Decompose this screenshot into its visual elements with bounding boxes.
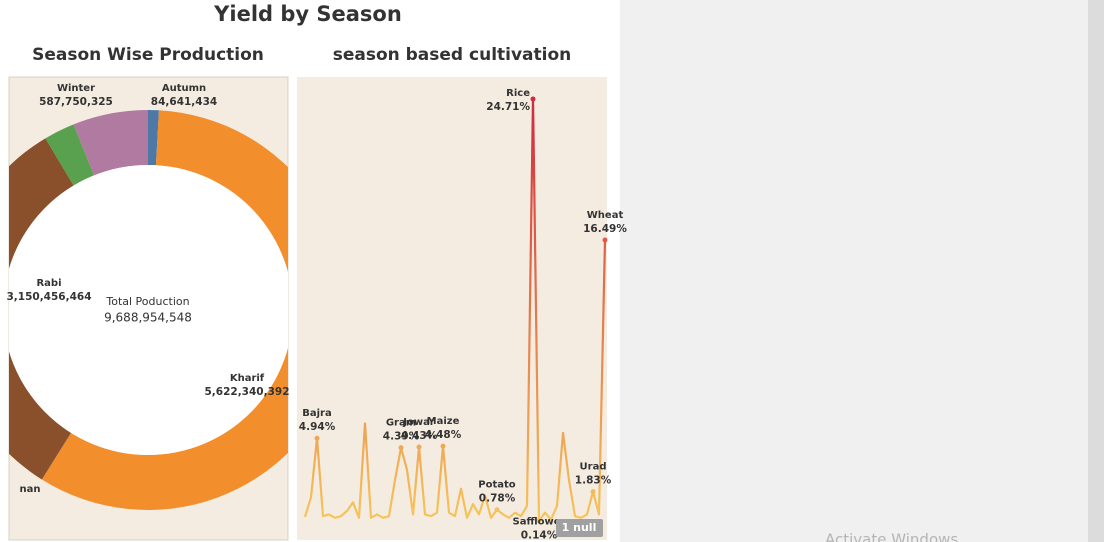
point — [530, 96, 536, 102]
chart-title: Season Wise Production — [32, 45, 264, 65]
slice-value: 3,150,456,464 — [6, 291, 91, 303]
null-badge: 1 null — [562, 521, 597, 534]
point-label: Jowar — [402, 417, 435, 428]
point-label: Bajra — [302, 408, 331, 419]
line-pane — [297, 77, 607, 540]
point-label: Potato — [478, 480, 516, 491]
center-value: 9,688,954,548 — [104, 311, 192, 325]
point — [590, 489, 596, 495]
line-series — [303, 97, 607, 522]
slice-label: Winter — [57, 83, 95, 94]
point-value: 4.48% — [425, 429, 462, 441]
slice-value: 5,622,340,392 — [204, 386, 289, 398]
point — [602, 237, 608, 243]
slice-value: 587,750,325 — [39, 96, 113, 108]
donut-slice — [45, 124, 95, 186]
point — [440, 443, 446, 449]
scrollbar[interactable] — [1088, 0, 1104, 542]
dashboard-title: Yield by Season — [213, 2, 402, 26]
point — [398, 445, 404, 451]
slice-label: nan — [20, 484, 41, 495]
point-value: 4.39% — [383, 431, 420, 443]
slice-label: Rabi — [36, 278, 61, 289]
point-value: 1.83% — [575, 475, 612, 487]
point — [536, 518, 542, 524]
point-value: 16.49% — [583, 223, 627, 235]
slice-label: Kharif — [230, 373, 265, 384]
point-value: 4.43% — [401, 430, 438, 442]
null-badge-bg — [556, 519, 603, 537]
donut-slice — [9, 138, 74, 480]
point-label: Gram — [386, 418, 416, 429]
donut-slice — [73, 110, 148, 176]
line-chart: Bajra 4.94% Gram 4.39% Jowar 4.43% Maize 4.48% P… — [299, 88, 628, 542]
donut-slice — [148, 110, 159, 166]
donut-slice — [41, 432, 72, 480]
point-value: 0.14% — [521, 530, 558, 542]
slice-label: Autumn — [162, 83, 206, 94]
point-value: 0.78% — [479, 493, 516, 505]
point-label: Rice — [506, 88, 530, 99]
donut-hole — [9, 165, 288, 455]
point-label: Maize — [427, 416, 460, 427]
point-value: 24.71% — [486, 101, 530, 113]
point — [314, 435, 320, 441]
chart-title: season based cultivation — [333, 45, 572, 65]
donut-chart — [9, 110, 288, 510]
donut-slice — [41, 110, 288, 510]
point — [416, 444, 422, 450]
point-label: Urad — [580, 462, 607, 473]
slice-value: 84,641,434 — [151, 96, 217, 108]
point-label: Safflower — [513, 517, 566, 528]
point-value: 4.94% — [299, 421, 336, 433]
watermark: Activate Windows — [825, 531, 958, 542]
center-label: Total Poduction — [105, 295, 189, 308]
point-label: Wheat — [587, 210, 624, 221]
point — [494, 507, 500, 513]
empty-panel — [620, 0, 1088, 542]
